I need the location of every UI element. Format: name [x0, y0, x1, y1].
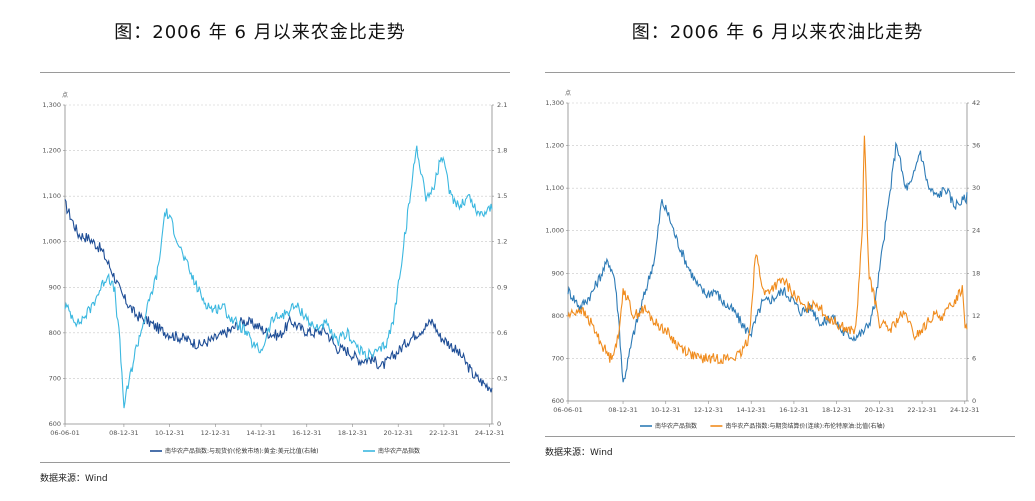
line-chart-oil: 点 600 700 800 900 1,000 1,100 1,200 1,300 0 6 12 18 2…	[545, 89, 980, 430]
x-tick-label: 18-12-31	[822, 406, 852, 414]
x-tick-label: 14-12-31	[246, 429, 276, 437]
legend-label: 南华农产品指数	[655, 422, 697, 430]
series-line	[567, 141, 968, 383]
y-left-tick-label: 900	[552, 269, 564, 277]
x-tick-label: 16-12-31	[779, 406, 809, 414]
x-tick-label: 10-12-31	[155, 429, 185, 437]
y-right-tick-label: 6	[972, 354, 976, 362]
line-chart-gold: 点 600 700 800 900 1,000 1,100 1,200 1,300 0 0.3 0.6…	[42, 91, 507, 455]
y-left-tick-label: 1,300	[42, 101, 61, 109]
x-tick-label: 12-12-31	[201, 429, 231, 437]
y-right-tick-label: 0	[972, 397, 976, 405]
y-right-tick-label: 0	[497, 420, 501, 428]
source-note: 数据来源：Wind	[545, 448, 613, 458]
x-tick-label: 20-12-31	[865, 406, 895, 414]
series-line	[64, 199, 493, 393]
bottom-rule	[545, 436, 1015, 437]
chart-panel-gold: 图：2006 年 6 月以来农金比走势 点 600 700 800 900 1,000 1,…	[40, 22, 510, 484]
y-right-tick-label: 0.3	[497, 374, 507, 382]
bottom-rule	[40, 462, 510, 463]
x-tick-label: 12-12-31	[694, 406, 724, 414]
y-left-tick-label: 700	[552, 354, 564, 362]
x-tick-label: 08-12-31	[608, 406, 638, 414]
top-rule	[40, 72, 510, 73]
y-left-tick-label: 1,200	[42, 147, 61, 155]
y-left-tick-label: 1,300	[545, 99, 564, 107]
x-tick-label: 22-12-31	[429, 429, 459, 437]
y-right-tick-label: 0.9	[497, 283, 507, 291]
x-tick-label: 14-12-31	[736, 406, 766, 414]
y-right-tick-label: 36	[972, 142, 980, 150]
y-left-tick-label: 1,200	[545, 142, 564, 150]
source-note: 数据来源：Wind	[40, 474, 108, 484]
x-tick-label: 08-12-31	[109, 429, 139, 437]
x-tick-label: 18-12-31	[338, 429, 368, 437]
y-left-tick-label: 1,100	[545, 184, 564, 192]
y-left-tick-label: 600	[552, 397, 564, 405]
x-tick-label: 10-12-31	[651, 406, 681, 414]
y-left-tick-label: 1,000	[545, 227, 564, 235]
y-right-tick-label: 30	[972, 184, 980, 192]
y-right-tick-label: 1.2	[497, 238, 507, 246]
x-tick-label: 24-12-31	[475, 429, 505, 437]
x-tick-label: 16-12-31	[292, 429, 322, 437]
chart-title: 图：2006 年 6 月以来农油比走势	[631, 22, 924, 43]
y-left-tick-label: 800	[552, 312, 564, 320]
y-left-tick-label: 1,100	[42, 192, 61, 200]
y-right-tick-label: 0.6	[497, 329, 507, 337]
x-tick-label: 24-12-31	[950, 406, 980, 414]
legend-label: 南华农产品指数:与现货价(伦敦市场):黄金:美元比值(右轴)	[165, 447, 318, 455]
y-right-tick-label: 18	[972, 269, 980, 277]
y-left-tick-label: 900	[49, 283, 61, 291]
y-left-tick-label: 800	[49, 329, 61, 337]
y-left-tick-label: 600	[49, 420, 61, 428]
series-line	[64, 145, 493, 409]
chart-panel-oil: 图：2006 年 6 月以来农油比走势 点 600 700 800 900 1,000 1,…	[520, 0, 1035, 501]
chart-title: 图：2006 年 6 月以来农金比走势	[114, 22, 406, 43]
legend-label: 南华农产品指数:与期货结算价(连续):布伦特原油:比值(右轴)	[725, 422, 884, 430]
top-rule	[545, 72, 1015, 73]
x-tick-label: 06-06-01	[553, 406, 583, 414]
y-right-tick-label: 24	[972, 227, 980, 235]
y-right-tick-label: 2.1	[497, 101, 507, 109]
y-right-tick-label: 1.8	[497, 147, 507, 155]
series-line	[567, 135, 968, 365]
y-right-tick-label: 42	[972, 99, 980, 107]
x-tick-label: 06-06-01	[50, 429, 80, 437]
y-unit-label: 点	[565, 89, 571, 97]
y-right-tick-label: 12	[972, 312, 980, 320]
x-tick-label: 22-12-31	[907, 406, 937, 414]
y-right-tick-label: 1.5	[497, 192, 507, 200]
y-left-tick-label: 700	[49, 374, 61, 382]
x-tick-label: 20-12-31	[383, 429, 413, 437]
y-unit-label: 点	[62, 91, 68, 99]
y-left-tick-label: 1,000	[42, 238, 61, 246]
legend-label: 南华农产品指数	[378, 447, 420, 455]
